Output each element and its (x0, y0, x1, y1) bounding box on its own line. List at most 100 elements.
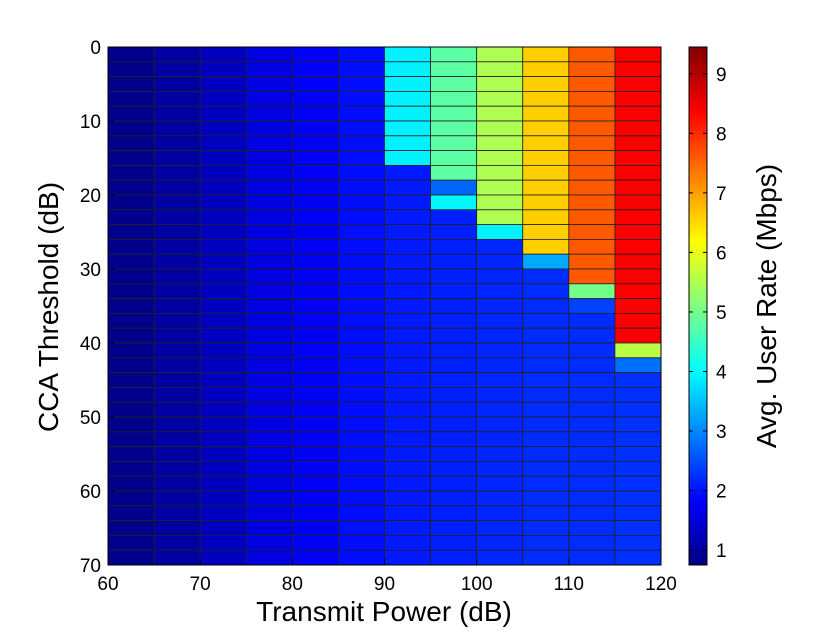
heatmap-cell (338, 431, 385, 447)
heatmap-cell (522, 268, 570, 285)
heatmap-cell (338, 549, 385, 566)
heatmap-cell (291, 298, 339, 314)
heatmap-cell (153, 357, 201, 373)
heatmap-cell (199, 224, 247, 240)
heatmap-cell (153, 76, 201, 92)
heatmap-cell (568, 490, 616, 507)
heatmap-cell (430, 475, 478, 492)
heatmap-cell (107, 401, 155, 418)
heatmap-cell (245, 431, 293, 447)
heatmap-cell (338, 224, 385, 240)
heatmap-cell (291, 91, 339, 107)
heatmap-cell (614, 179, 662, 196)
heatmap-cell (430, 253, 478, 270)
heatmap-cell (291, 431, 339, 447)
heatmap-cell (338, 535, 385, 551)
heatmap-cell (522, 283, 570, 299)
heatmap-cell (153, 342, 201, 359)
heatmap-cell (384, 475, 431, 492)
heatmap-cell (153, 475, 201, 492)
heatmap-cell (338, 357, 385, 373)
heatmap-cell (384, 135, 431, 152)
heatmap-cell (476, 475, 524, 492)
heatmap-cell (338, 312, 385, 329)
heatmap-cell (199, 357, 247, 373)
heatmap-cell (199, 490, 247, 507)
heatmap-cell (430, 386, 478, 403)
heatmap-cell (522, 490, 570, 507)
heatmap-cell (338, 416, 385, 433)
heatmap-cell (291, 209, 339, 226)
heatmap-cell (107, 357, 155, 373)
heatmap-cell (107, 549, 155, 566)
heatmap-cell (107, 120, 155, 137)
heatmap-cell (245, 549, 293, 566)
heatmap-cell (199, 253, 247, 270)
heatmap-cell (614, 209, 662, 226)
heatmap-cell (153, 238, 201, 255)
heatmap-cell (614, 475, 662, 492)
heatmap-cell (522, 446, 570, 462)
heatmap-cell (245, 312, 293, 329)
heatmap-cell (614, 342, 662, 359)
heatmap-cell (384, 224, 431, 240)
heatmap-cell (476, 283, 524, 299)
heatmap-cell (476, 91, 524, 107)
heatmap-cell (476, 431, 524, 447)
heatmap-cell (430, 135, 478, 152)
heatmap-cell (522, 194, 570, 211)
heatmap-cell (430, 209, 478, 226)
x-tick-label: 60 (97, 574, 118, 595)
heatmap-cell (384, 150, 431, 166)
heatmap-cell (199, 342, 247, 359)
heatmap-cell (522, 105, 570, 122)
heatmap-cell (568, 253, 616, 270)
heatmap-cell (291, 76, 339, 92)
heatmap-cell (338, 327, 385, 344)
heatmap-cell (384, 105, 431, 122)
heatmap-cell (338, 209, 385, 226)
heatmap-cell (107, 164, 155, 181)
heatmap-cell (384, 357, 431, 373)
heatmap-cell (384, 91, 431, 107)
heatmap-cell (291, 342, 339, 359)
heatmap-cell (245, 253, 293, 270)
heatmap-cell (476, 46, 524, 63)
colorbar-gradient (688, 46, 708, 566)
heatmap-cell (199, 327, 247, 344)
heatmap-cell (199, 194, 247, 211)
heatmap-cell (107, 209, 155, 226)
heatmap-cell (199, 283, 247, 299)
heatmap-cell (153, 549, 201, 566)
heatmap-cell (384, 194, 431, 211)
heatmap-cell (245, 446, 293, 462)
heatmap-cell (153, 312, 201, 329)
heatmap-cell (522, 209, 570, 226)
heatmap-cell (430, 105, 478, 122)
heatmap-cell (384, 416, 431, 433)
heatmap-cell (568, 105, 616, 122)
heatmap-cell (153, 164, 201, 181)
heatmap-cell (338, 372, 385, 388)
heatmap-cell (291, 283, 339, 299)
heatmap-cell (338, 61, 385, 77)
heatmap-cell (199, 312, 247, 329)
heatmap-cell (107, 298, 155, 314)
heatmap-cell (476, 268, 524, 285)
heatmap-cell (568, 401, 616, 418)
heatmap-cell (153, 283, 201, 299)
heatmap-cell (107, 416, 155, 433)
heatmap-cell (384, 298, 431, 314)
heatmap-cell (568, 91, 616, 107)
heatmap-cell (568, 342, 616, 359)
heatmap-cell (430, 194, 478, 211)
heatmap-cell (614, 460, 662, 477)
heatmap-cell (291, 150, 339, 166)
heatmap-cell (430, 268, 478, 285)
heatmap-cell (107, 135, 155, 152)
heatmap-cell (291, 505, 339, 521)
heatmap-cell (430, 431, 478, 447)
heatmap-cell (338, 446, 385, 462)
heatmap-cell (338, 164, 385, 181)
